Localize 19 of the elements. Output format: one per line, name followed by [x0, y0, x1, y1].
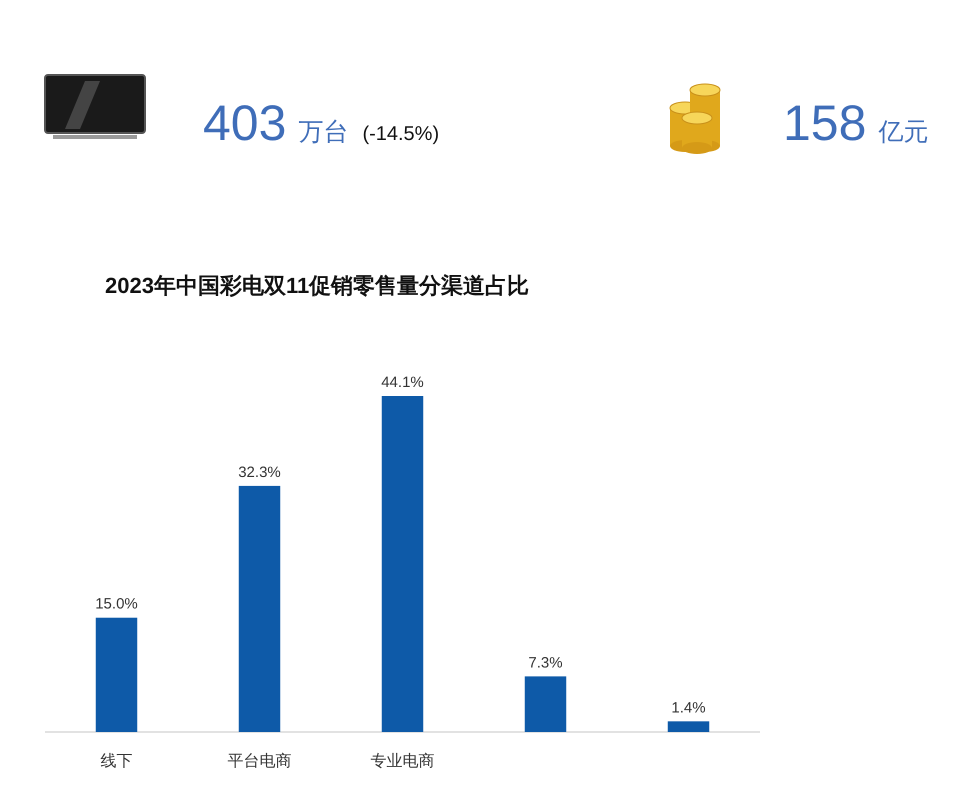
bar: [382, 396, 424, 732]
data-label: 44.1%: [381, 374, 424, 391]
text: 158: [783, 95, 866, 151]
data-label: 32.3%: [238, 464, 281, 481]
x-tick-label: 专业电商: [370, 752, 434, 770]
bar: [668, 721, 710, 732]
x-tick-label: 平台电商: [228, 752, 292, 770]
chart-title: 2023年中国彩电双11促销零售量分渠道占比: [105, 273, 530, 298]
text: 亿元: [877, 118, 928, 146]
x-tick-label: 线下: [100, 752, 132, 770]
data-label: 7.3%: [528, 654, 563, 672]
bar: [238, 486, 280, 732]
text: 403: [203, 95, 286, 151]
data-label: 15.0%: [95, 596, 138, 613]
data-label: 1.4%: [671, 699, 706, 716]
bar: [96, 618, 138, 732]
text: 万台: [298, 118, 348, 146]
text: (-14.5%): [362, 123, 440, 145]
bar: [524, 676, 566, 732]
